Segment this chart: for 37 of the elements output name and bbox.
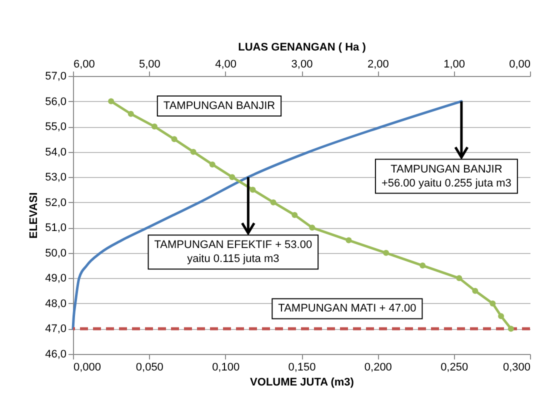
x-tick-label: 0,100 [212, 362, 240, 374]
callout: TAMPUNGAN BANJIR [156, 96, 282, 116]
annotation: TAMPUNGAN BANJIR [163, 100, 276, 112]
callout: TAMPUNGAN EFEKTIF + 53.00 yaitu 0.115 juta m3 [148, 234, 319, 270]
x2-tick-label: 4,00 [215, 58, 237, 70]
annotation: TAMPUNGAN BANJIR +56.00 yaitu 0.255 juta m3 [381, 163, 512, 190]
x2-tick-label: 0,00 [509, 58, 530, 70]
x-tick-label: 0,050 [136, 362, 164, 374]
y-tick-label: 55,0 [45, 121, 66, 134]
x-tick-label: 0,200 [364, 362, 392, 374]
y-tick-label: 46,0 [45, 348, 66, 360]
x2-tick-label: 2,00 [367, 58, 389, 70]
y-tick-label: 54,0 [45, 146, 66, 158]
x-axis-title: VOLUME JUTA (m3) [250, 376, 354, 388]
y-tick-label: 51,0 [45, 222, 66, 234]
y-tick-label: 57,0 [45, 70, 66, 82]
x2-tick-label: 1,00 [444, 58, 466, 70]
callout: TAMPUNGAN BANJIR +56.00 yaitu 0.255 juta m3 [374, 158, 518, 194]
x-tick-label: 0,000 [74, 362, 102, 374]
y-tick-label: 49,0 [45, 272, 66, 285]
x2-tick-label: 3,00 [291, 58, 313, 70]
y-tick-label: 56,0 [45, 96, 66, 108]
x2-tick-label: 5,00 [138, 58, 160, 70]
y-tick-label: 47,0 [45, 323, 66, 336]
ref-line-label: TAMPUNGAN MATI + 47.00 [278, 302, 416, 315]
y-tick-label: 50,0 [45, 247, 66, 260]
x-tick-label: 0,150 [288, 362, 316, 374]
callout: TAMPUNGAN MATI + 47.00 [272, 298, 423, 320]
annotation: TAMPUNGAN EFEKTIF + 53.00 yaitu 0.115 juta m3 [154, 239, 312, 266]
y-tick-label: 48,0 [45, 298, 66, 310]
y-tick-label: 53,0 [45, 172, 66, 184]
x2-tick-label: 6,00 [74, 58, 95, 70]
y-axis-title: ELEVASI [28, 192, 40, 239]
x-tick-label: 0,250 [440, 362, 468, 374]
y-tick-label: 52,0 [45, 196, 66, 209]
x-tick-label: 0,300 [502, 362, 530, 374]
x2-axis-title: LUAS GENANGAN ( Ha ) [238, 42, 366, 54]
